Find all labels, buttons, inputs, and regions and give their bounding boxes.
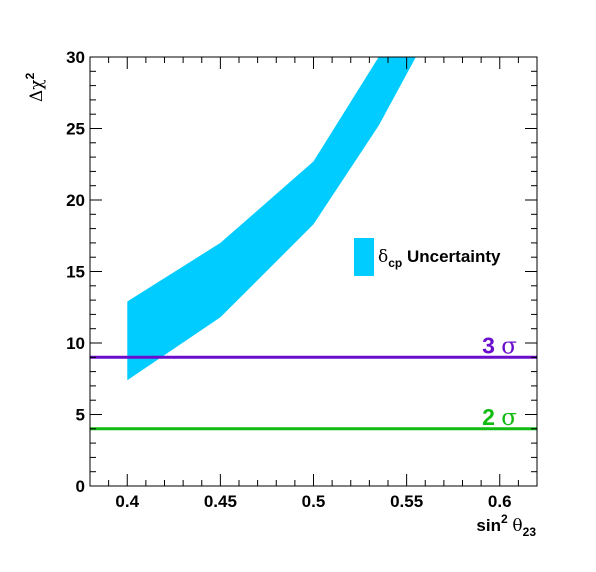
legend-label: δcp Uncertainty — [378, 247, 501, 270]
x-axis-title: sin2 θ23 — [476, 512, 536, 539]
legend-text: Uncertainty — [402, 247, 501, 266]
reference-label-3-sigma: 3 σ — [482, 332, 517, 359]
legend-sub: cp — [388, 256, 402, 270]
x-title-sup: 2 — [501, 512, 508, 526]
y-tick-label: 5 — [76, 406, 85, 425]
x-title-sub: 23 — [523, 525, 537, 539]
x-title-prefix: sin — [476, 516, 501, 535]
y-tick-label: 10 — [66, 334, 85, 353]
reference-label-2-sigma: 2 σ — [482, 404, 517, 431]
y-tick-label: 30 — [66, 48, 85, 67]
uncertainty-band-layer — [127, 57, 416, 381]
reference-greek: σ — [501, 405, 517, 431]
reference-lines-layer: 3 σ2 σ — [90, 332, 537, 431]
x-tick-label: 0.5 — [302, 492, 326, 511]
tick-labels: 0.4 0.45 0.5 0.55 0.6 0 5 10 15 20 25 30 — [66, 48, 511, 511]
y-tick-label: 0 — [76, 477, 85, 496]
uncertainty-band — [127, 57, 416, 381]
x-tick-label: 0.45 — [204, 492, 237, 511]
x-tick-label: 0.4 — [115, 492, 139, 511]
reference-number: 3 — [482, 332, 501, 358]
y-tick-label: 25 — [66, 120, 85, 139]
legend-swatch — [354, 238, 374, 276]
y-title-sup: 2 — [23, 72, 37, 79]
x-title-greek: θ — [512, 516, 522, 536]
reference-number: 2 — [482, 404, 501, 430]
axis-ticks — [89, 56, 538, 487]
y-title-greek: Δχ — [27, 79, 47, 102]
x-tick-label: 0.6 — [488, 492, 512, 511]
y-tick-label: 15 — [66, 263, 85, 282]
plot-background — [90, 57, 537, 486]
legend-greek: δ — [378, 247, 388, 267]
legend: δcp Uncertainty — [354, 238, 501, 276]
y-tick-label: 20 — [66, 191, 85, 210]
reference-greek: σ — [501, 333, 517, 359]
x-tick-label: 0.55 — [390, 492, 423, 511]
y-axis-title: Δχ2 — [23, 72, 47, 102]
